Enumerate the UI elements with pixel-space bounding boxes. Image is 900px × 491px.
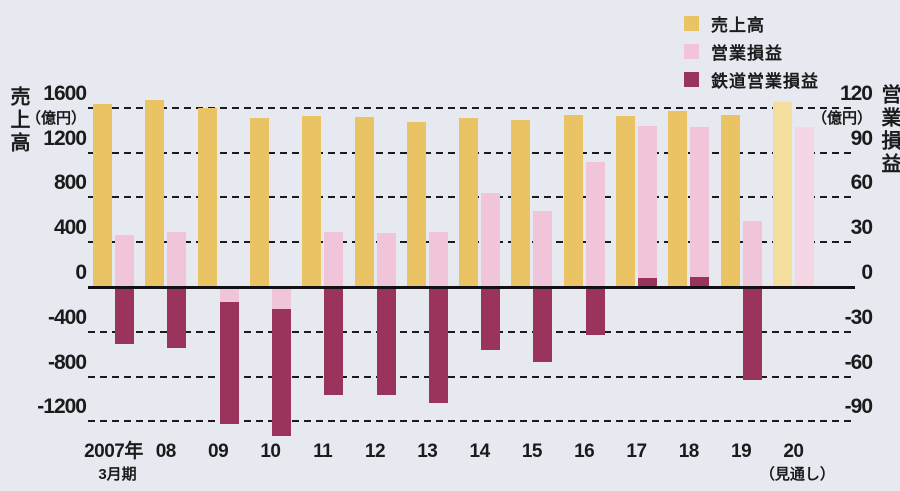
legend: 売上高 営業損益 鉄道営業損益 xyxy=(684,13,819,97)
bar-operating-14 xyxy=(481,192,501,287)
right-tick-30: 30 xyxy=(850,216,873,240)
bar-rail-09 xyxy=(219,287,239,425)
bar-operating-11 xyxy=(324,231,344,287)
bar-operating-18 xyxy=(690,127,710,287)
bar-sales-2007年3月期 xyxy=(93,104,112,287)
rail-swatch-icon xyxy=(684,71,699,87)
sales-swatch-icon xyxy=(684,15,699,31)
right-tick--90: -90 xyxy=(844,395,873,419)
legend-label-sales: 売上高 xyxy=(711,15,765,35)
gridline--1200 xyxy=(88,420,855,423)
bar-operating-12 xyxy=(376,233,396,287)
bar-sales-19 xyxy=(720,114,740,287)
right-tick--30: -30 xyxy=(844,305,873,329)
bar-rail-10 xyxy=(271,287,291,437)
bar-operating-17 xyxy=(638,125,657,287)
bar-operating-20（見通し） xyxy=(794,127,814,287)
bar-sales-14 xyxy=(459,117,479,287)
x-label-2007年3月期: 2007年 xyxy=(84,441,143,462)
left-axis-title: 売上高 xyxy=(7,86,29,155)
bar-sales-09 xyxy=(197,107,217,287)
x-label-17: 17 xyxy=(626,441,647,462)
left-tick-1600: 1600 xyxy=(43,81,87,105)
right-tick--60: -60 xyxy=(844,350,873,374)
left-tick-800: 800 xyxy=(53,171,87,195)
bar-sales-08 xyxy=(145,99,165,287)
legend-item-sales: 売上高 xyxy=(684,13,819,35)
bar-rail-08 xyxy=(167,287,187,349)
left-tick-1200: 1200 xyxy=(43,126,87,150)
gridline--800 xyxy=(88,375,855,378)
gridline--400 xyxy=(88,330,855,333)
x-label-10: 10 xyxy=(260,441,281,462)
left-tick--400: -400 xyxy=(47,305,87,329)
plot-area xyxy=(88,80,855,446)
bar-operating-2007年3月期 xyxy=(115,234,134,287)
gridline-1600 xyxy=(88,106,855,109)
bar-rail-13 xyxy=(428,287,448,404)
left-tick--1200: -1200 xyxy=(37,395,87,419)
legend-label-rail: 鉄道営業損益 xyxy=(711,71,819,91)
bar-rail-19 xyxy=(742,287,762,380)
bar-sales-15 xyxy=(511,119,531,287)
bar-rail-15 xyxy=(533,287,553,362)
left-tick-400: 400 xyxy=(53,216,87,240)
bar-rail-12 xyxy=(376,287,396,395)
bar-rail-14 xyxy=(481,287,501,350)
right-axis-unit: （億円） xyxy=(811,110,872,127)
x-label-08: 08 xyxy=(155,441,177,462)
bar-sales-18 xyxy=(668,111,688,287)
left-axis-unit: （億円） xyxy=(25,110,86,127)
bar-sales-17 xyxy=(616,115,635,287)
x-label-13: 13 xyxy=(417,441,438,462)
bar-operating-19 xyxy=(742,221,762,287)
bar-sales-10 xyxy=(249,117,269,287)
right-tick-0: 0 xyxy=(861,261,873,284)
bar-operating-13 xyxy=(428,231,448,287)
x-label-12: 12 xyxy=(364,441,386,462)
right-tick-60: 60 xyxy=(850,171,873,195)
operating-swatch-icon xyxy=(684,43,699,59)
bar-sales-12 xyxy=(354,117,374,287)
legend-item-rail: 鉄道営業損益 xyxy=(684,69,819,91)
bar-operating-15 xyxy=(533,210,553,287)
x-sublabel-20（見通し）: （見通し） xyxy=(759,466,835,483)
bar-operating-16 xyxy=(585,161,605,287)
bar-rail-18 xyxy=(690,276,710,287)
right-axis-title: 営業損益 xyxy=(878,84,900,176)
bar-sales-13 xyxy=(406,122,426,287)
x-label-20（見通し）: 20 xyxy=(783,441,804,462)
x-label-18: 18 xyxy=(678,441,700,462)
x-sublabel-2007年3月期: 3月期 xyxy=(98,466,137,483)
x-label-11: 11 xyxy=(313,441,333,462)
bar-operating-09 xyxy=(219,287,239,302)
bar-rail-17 xyxy=(638,278,657,287)
bar-sales-16 xyxy=(563,114,583,287)
x-label-16: 16 xyxy=(574,441,595,462)
right-tick-90: 90 xyxy=(850,126,873,150)
left-tick--800: -800 xyxy=(47,350,87,374)
x-label-15: 15 xyxy=(521,441,543,462)
left-tick-0: 0 xyxy=(75,261,87,284)
bar-operating-10 xyxy=(271,287,291,310)
right-tick-120: 120 xyxy=(839,81,873,105)
bar-sales-11 xyxy=(302,116,322,287)
zero-line xyxy=(88,286,855,289)
legend-label-operating: 営業損益 xyxy=(711,43,783,63)
bar-rail-11 xyxy=(324,287,344,395)
bar-operating-08 xyxy=(167,231,187,287)
legend-item-operating: 営業損益 xyxy=(684,41,819,63)
x-label-19: 19 xyxy=(731,441,752,462)
x-label-09: 09 xyxy=(208,441,229,462)
bar-rail-16 xyxy=(585,287,605,335)
bar-rail-2007年3月期 xyxy=(115,287,134,344)
bar-sales-20（見通し） xyxy=(772,102,792,287)
x-label-14: 14 xyxy=(469,441,491,462)
